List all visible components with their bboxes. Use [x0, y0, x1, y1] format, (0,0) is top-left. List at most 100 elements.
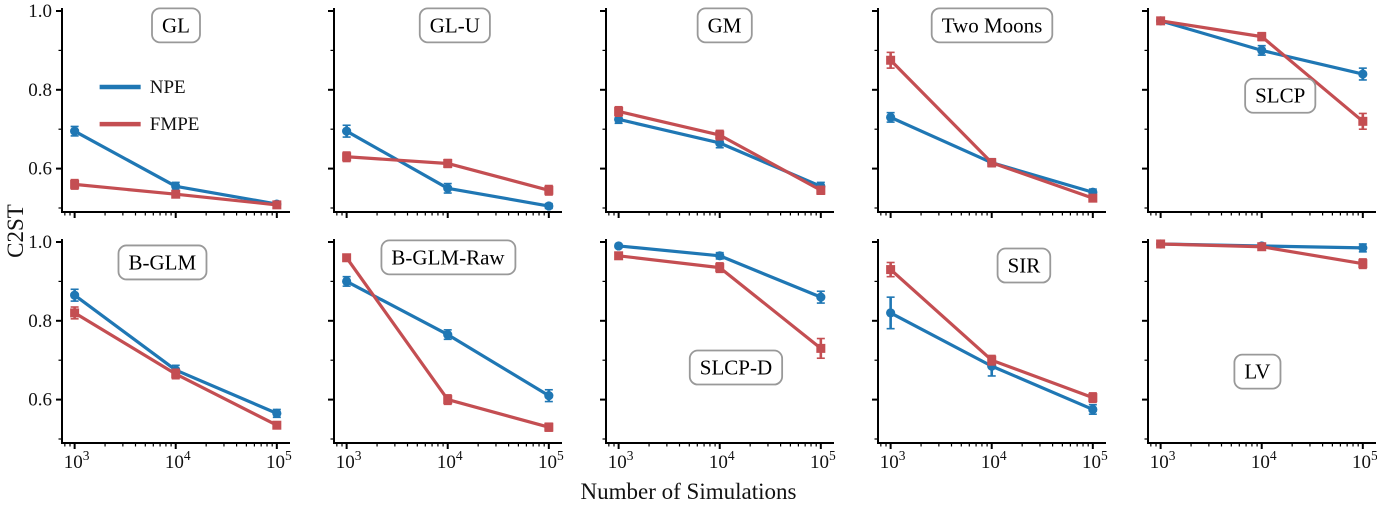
data-point-square [1156, 16, 1166, 26]
series-fmpe [886, 51, 1098, 203]
data-point-square [715, 130, 725, 140]
axis-ticks [1142, 241, 1364, 449]
panel-two-moons: Two Moons [872, 7, 1106, 218]
panel-title: GL [151, 7, 201, 44]
series-fmpe [1156, 16, 1368, 130]
x-tick-label: 104 [437, 448, 463, 473]
x-tick-label: 104 [981, 448, 1007, 473]
x-tick-label: 103 [1150, 448, 1176, 473]
data-point-square [443, 395, 453, 405]
data-point-square [544, 422, 554, 432]
series-npe [70, 125, 282, 209]
data-point-square [272, 420, 282, 430]
data-point-square [544, 185, 554, 195]
axis-ticks [56, 10, 278, 218]
panel-gl-u: GL-U [328, 7, 562, 218]
data-point-square [715, 263, 725, 273]
data-point-square [886, 55, 896, 65]
axes-spines [1147, 8, 1376, 213]
data-point-square [171, 189, 181, 199]
svg-text:LV: LV [1244, 360, 1270, 384]
x-tick-label: 105 [266, 448, 292, 473]
data-point-circle [443, 183, 453, 193]
series-fmpe [614, 105, 826, 196]
panel-slcp: SLCP [1142, 8, 1376, 218]
data-point-circle [715, 138, 725, 148]
data-point-circle [272, 408, 282, 418]
data-point-circle [544, 391, 554, 401]
data-point-circle [715, 251, 725, 261]
axis-ticks [872, 10, 1094, 218]
x-tick-label: 103 [336, 448, 362, 473]
data-point-square [1088, 393, 1098, 403]
legend: NPE FMPE [99, 77, 199, 135]
data-point-circle [70, 290, 80, 300]
panel-title: SIR [996, 247, 1052, 284]
panel-b-glm-raw: 103 104 105 B-GLM-Raw [328, 239, 564, 473]
svg-text:GL-U: GL-U [430, 13, 480, 37]
data-point-square [987, 355, 997, 365]
y-tick-label: 0.8 [28, 80, 52, 101]
axes-spines [877, 239, 1106, 444]
panel-slcp-d: 103 104 105 SLCP-D [600, 239, 836, 473]
y-tick-label: 0.6 [28, 390, 52, 411]
svg-text:GM: GM [708, 13, 742, 37]
axis-ticks [1142, 10, 1364, 218]
data-point-square [1358, 259, 1368, 269]
x-axis-label: Number of Simulations [580, 479, 797, 504]
panel-title: Two Moons [930, 7, 1054, 44]
axes-spines [877, 8, 1106, 213]
svg-text:SLCP: SLCP [1255, 84, 1305, 108]
x-tick-label: 103 [608, 448, 634, 473]
axis-ticks [600, 10, 822, 218]
y-tick-label: 1.0 [28, 1, 52, 22]
data-point-square [171, 369, 181, 379]
data-point-square [614, 106, 624, 116]
svg-text:GL: GL [162, 13, 190, 37]
data-point-square [70, 308, 80, 318]
series-npe [614, 114, 826, 192]
data-point-circle [614, 114, 624, 124]
data-point-square [1358, 116, 1368, 126]
data-point-square [886, 265, 896, 275]
panel-title: GM [696, 7, 753, 44]
axis-ticks [56, 241, 278, 449]
axes-spines [61, 239, 290, 444]
axes-spines [605, 8, 834, 213]
panel-lv: 103 104 105 LV [1142, 239, 1377, 473]
series-fmpe [342, 253, 554, 432]
series-fmpe [886, 261, 1098, 404]
data-point-circle [342, 276, 352, 286]
series-npe [342, 124, 554, 211]
data-point-circle [614, 241, 624, 251]
data-point-square [987, 158, 997, 168]
data-point-square [816, 185, 826, 195]
data-point-circle [544, 201, 554, 211]
series-fmpe [70, 306, 282, 430]
y-axis-label: C2ST [3, 204, 28, 258]
series-npe [614, 241, 826, 304]
axes-spines [333, 239, 562, 444]
panel-b-glm: 1.0 0.8 0.6 103 104 105 B-GLM [28, 232, 292, 473]
svg-text:B-GLM-Raw: B-GLM-Raw [391, 245, 505, 269]
data-point-square [1088, 193, 1098, 203]
data-point-square [342, 253, 352, 263]
data-point-square [342, 152, 352, 162]
series-npe [886, 296, 1098, 415]
data-point-circle [171, 181, 181, 191]
axes-spines [1147, 239, 1376, 444]
data-point-circle [1358, 69, 1368, 79]
x-tick-label: 103 [64, 448, 90, 473]
series-fmpe [70, 178, 282, 210]
data-point-circle [342, 126, 352, 136]
axis-ticks [872, 241, 1094, 449]
axis-ticks [328, 10, 550, 218]
panel-title: SLCP [1244, 77, 1317, 114]
data-point-circle [1088, 404, 1098, 415]
series-npe [70, 288, 282, 419]
data-point-circle [886, 112, 896, 122]
panel-gm: GM [600, 7, 834, 218]
data-point-circle [886, 308, 896, 318]
data-point-square [1257, 242, 1267, 252]
